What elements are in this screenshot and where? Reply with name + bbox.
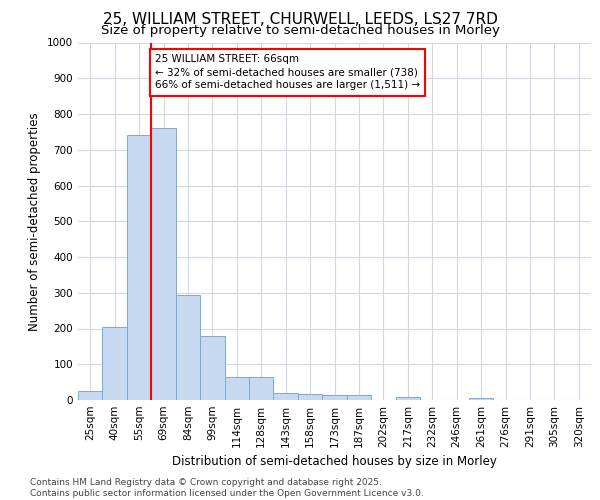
X-axis label: Distribution of semi-detached houses by size in Morley: Distribution of semi-detached houses by … [172,456,497,468]
Text: Contains HM Land Registry data © Crown copyright and database right 2025.
Contai: Contains HM Land Registry data © Crown c… [30,478,424,498]
Bar [395,397,420,400]
Text: Size of property relative to semi-detached houses in Morley: Size of property relative to semi-detach… [101,24,499,37]
Bar [347,396,371,400]
Bar [176,294,200,400]
Bar [298,394,322,400]
Bar [200,336,224,400]
Bar [224,377,249,400]
Bar [103,326,127,400]
Bar [151,128,176,400]
Bar [469,398,493,400]
Y-axis label: Number of semi-detached properties: Number of semi-detached properties [28,112,41,330]
Bar [127,136,151,400]
Bar [274,393,298,400]
Bar [78,391,103,400]
Bar [322,396,347,400]
Bar [249,377,274,400]
Text: 25, WILLIAM STREET, CHURWELL, LEEDS, LS27 7RD: 25, WILLIAM STREET, CHURWELL, LEEDS, LS2… [103,12,497,28]
Text: 25 WILLIAM STREET: 66sqm
← 32% of semi-detached houses are smaller (738)
66% of : 25 WILLIAM STREET: 66sqm ← 32% of semi-d… [155,54,420,90]
